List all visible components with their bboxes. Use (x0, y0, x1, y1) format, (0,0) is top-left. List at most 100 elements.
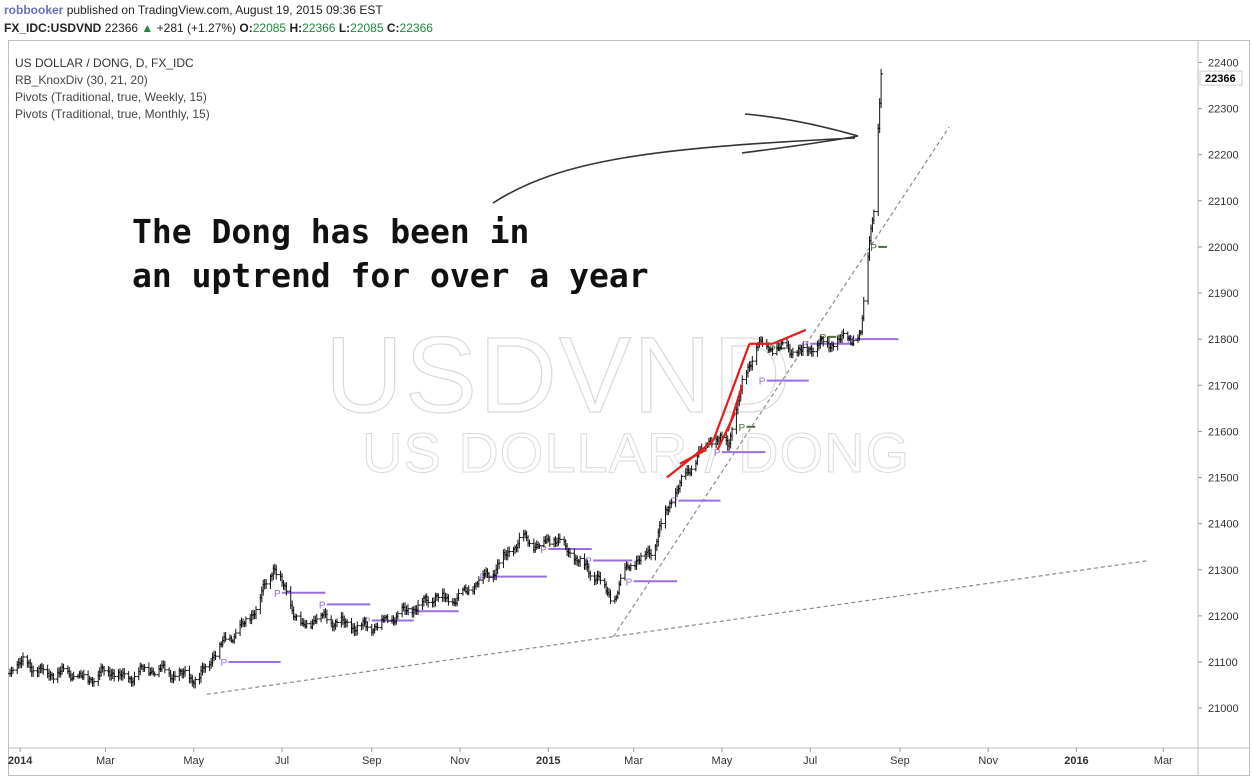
ohlc-bar (304, 619, 309, 629)
ohlc-bar (203, 663, 208, 673)
published-text: published on TradingView.com, August 19,… (66, 3, 383, 17)
ohlc-bar (750, 356, 755, 371)
x-tick-label: Mar (96, 755, 115, 767)
x-tick-label: 2014 (8, 755, 33, 767)
y-tick-label: 21100 (1208, 657, 1238, 669)
ohlc-bar (831, 341, 836, 351)
ohlc-bar (233, 628, 238, 640)
legend-indicator-pivots-weekly[interactable]: Pivots (Traditional, true, Weekly, 15) (15, 90, 207, 104)
price-change: +281 (+1.27%) (156, 21, 237, 35)
ohlc-bar (122, 668, 127, 679)
ohlc-bar (659, 518, 664, 531)
ohlc-bar (345, 619, 350, 628)
ohlc-bar (112, 669, 117, 682)
ohlc-bar (770, 346, 775, 356)
ohlc-bar (800, 342, 805, 357)
ohlc-bar (81, 669, 86, 680)
author-link[interactable]: robbooker (4, 3, 64, 17)
divergence-line (679, 448, 707, 465)
ohlc-bar (91, 677, 96, 687)
divergence-line (712, 343, 751, 442)
ohlc-bar (517, 532, 522, 549)
ohlc-bar (628, 563, 633, 572)
y-tick-label: 21400 (1208, 519, 1239, 531)
ohlc-bar (841, 328, 846, 339)
ohlc-bar (507, 546, 512, 557)
high-label: H: (289, 21, 303, 35)
ohlc-bar (193, 676, 198, 689)
ohlc-bars (8, 68, 884, 689)
pivot-marker: P (585, 557, 592, 568)
ohlc-bar (102, 665, 107, 676)
pivot-marker: P (714, 448, 721, 459)
ohlc-bar (649, 548, 654, 561)
trendline (612, 126, 950, 637)
ohlc-bar (669, 498, 674, 509)
annotation-line-1: The Dong has been in (132, 212, 530, 251)
divergence-lines (666, 328, 807, 479)
ohlc-bar (588, 570, 593, 581)
ohlc-bar (132, 671, 137, 686)
ohlc-bar (861, 297, 866, 322)
ohlc-bar (527, 539, 532, 548)
ohlc-bar (416, 599, 421, 615)
ohlc-bar (537, 543, 542, 549)
ohlc-bar (243, 616, 248, 627)
ohlc-bar (466, 585, 471, 596)
ohlc-bar (314, 613, 319, 625)
ohlc-bar (213, 651, 218, 660)
ohlc-bar (10, 667, 15, 675)
ohlc-bar (608, 589, 613, 605)
ohlc-bar (61, 663, 66, 673)
legend-indicator-pivots-monthly[interactable]: Pivots (Traditional, true, Monthly, 15) (15, 107, 210, 121)
last-price-box (1199, 70, 1243, 86)
y-tick-label: 22400 (1208, 57, 1239, 69)
open-label: O: (239, 21, 253, 35)
hand-drawn-arrow (492, 113, 859, 204)
y-tick-label: 22000 (1208, 242, 1239, 254)
y-tick-label: 21300 (1208, 565, 1239, 577)
up-arrow-icon: ▲ (141, 21, 154, 35)
ohlc-bar (51, 673, 56, 684)
ohlc-bar (790, 347, 795, 359)
publish-info: robbooker published on TradingView.com, … (4, 3, 383, 17)
y-tick-label: 22300 (1208, 104, 1239, 116)
trendline (206, 559, 1149, 695)
y-tick-label: 21600 (1208, 426, 1239, 438)
pivot-marker: P (870, 243, 877, 254)
x-tick-label: Jul (275, 755, 289, 767)
ohlc-bar (598, 572, 603, 585)
low-label: L: (338, 21, 351, 35)
ohlc-bar (152, 671, 157, 677)
legend-indicator-knoxdiv[interactable]: RB_KnoxDiv (30, 21, 20) (15, 73, 148, 87)
chart-legend: US DOLLAR / DONG, D, FX_IDC RB_KnoxDiv (… (15, 55, 210, 123)
ohlc-bar (456, 588, 461, 601)
x-tick-label: Nov (450, 755, 470, 767)
ohlc-bar (547, 535, 552, 547)
pivot-marker: P (220, 658, 227, 669)
ohlc-bar (162, 660, 167, 674)
time-axis: 2014 Mar May Jul Sep Nov 2015 Mar May Jul Sep Nov 20… (8, 747, 1250, 767)
ohlc-bar (486, 571, 491, 582)
pivot-marker: P (540, 545, 547, 556)
ohlc-bar (436, 592, 441, 603)
x-tick-label: May (183, 755, 204, 767)
ohlc-bar (679, 474, 684, 487)
y-tick-label: 21500 (1208, 473, 1239, 485)
ohlc-bar (811, 347, 816, 357)
x-tick-label: Mar (1154, 755, 1173, 767)
pivot-levels: PPPPPPPPPPPPPPPPPP (220, 243, 899, 669)
ohlc-bar (689, 465, 694, 477)
ohlc-bar (638, 552, 643, 565)
last-price: 22366 (104, 21, 139, 35)
last-price-label: 22366 (1205, 73, 1236, 85)
low-value: 22085 (350, 21, 384, 35)
y-tick-label: 21700 (1208, 380, 1239, 392)
divergence-line (726, 384, 744, 432)
legend-title: US DOLLAR / DONG, D, FX_IDC (15, 56, 194, 70)
ohlc-bar (405, 604, 410, 615)
ohlc-bar (264, 579, 269, 590)
x-tick-label: Sep (890, 755, 910, 767)
ohlc-bar (497, 559, 502, 569)
